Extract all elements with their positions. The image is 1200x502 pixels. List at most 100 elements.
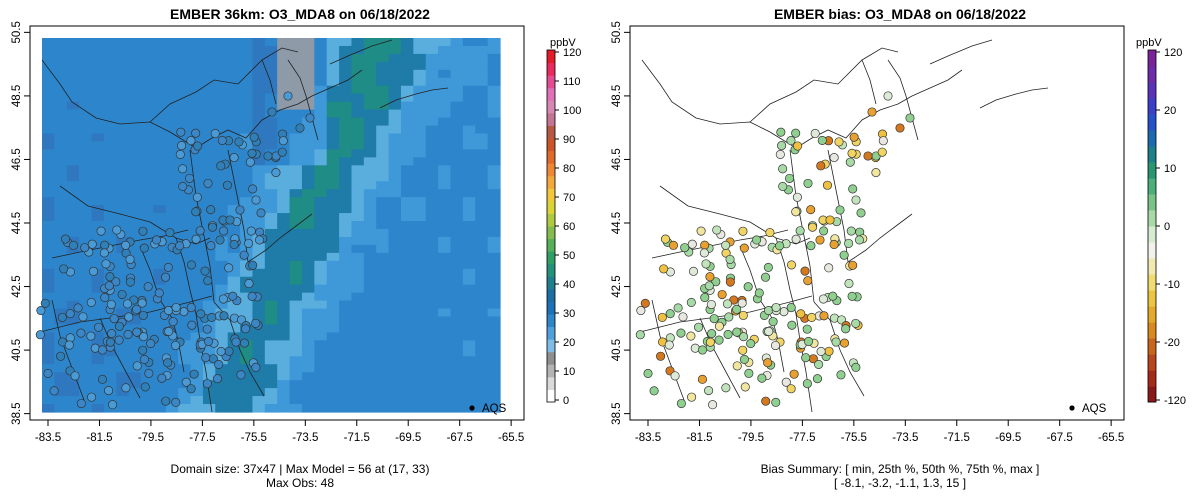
obs-point (235, 205, 245, 215)
obs-point (225, 215, 235, 225)
field-cell (425, 300, 439, 310)
bias-point (765, 227, 775, 238)
field-cell (227, 181, 241, 190)
colorbar-swatch (1148, 258, 1156, 275)
obs-point (229, 153, 239, 163)
field-cell (314, 308, 328, 318)
field-cell (475, 157, 489, 166)
field-cell (462, 308, 476, 318)
field-cell (91, 109, 105, 119)
x-tick-label: -83.5 (35, 432, 61, 444)
field-cell (66, 221, 80, 230)
field-cell (66, 61, 80, 71)
field-cell (413, 61, 427, 71)
field-cell (462, 244, 476, 254)
field-cell (314, 53, 328, 63)
field-cell (215, 372, 229, 381)
field-cell (438, 308, 452, 318)
bias-point (768, 317, 778, 327)
field-cell (277, 276, 291, 286)
bias-point (697, 374, 707, 384)
field-cell (326, 141, 340, 151)
field-cell (314, 252, 328, 262)
field-cell (54, 125, 68, 135)
field-cell (425, 109, 439, 119)
field-cell (301, 268, 315, 278)
field-cell (252, 101, 266, 111)
field-cell (66, 149, 80, 158)
field-cell (252, 69, 266, 79)
bias-point (660, 234, 671, 244)
field-cell (42, 181, 55, 190)
field-cell (202, 252, 216, 262)
field-cell (141, 213, 155, 222)
field-cell (190, 133, 204, 143)
field-cell (240, 332, 254, 341)
obs-point (215, 235, 225, 245)
field-cell (91, 221, 105, 230)
field-cell (339, 213, 353, 222)
field-cell (351, 244, 365, 254)
field-cell (450, 380, 464, 389)
field-cell (240, 77, 254, 87)
field-cell (128, 149, 142, 158)
field-cell (91, 61, 105, 71)
field-cell (116, 236, 130, 246)
bias-point (796, 309, 806, 319)
field-cell (388, 213, 402, 222)
field-cell (252, 157, 266, 166)
field-cell (339, 268, 353, 278)
field-cell (116, 205, 130, 214)
field-cell (314, 93, 328, 103)
field-cell (438, 324, 452, 334)
model-caption-line1: Domain size: 37x47 | Max Model = 56 at (… (170, 462, 430, 476)
bias-point (851, 195, 861, 205)
field-cell (153, 332, 167, 341)
obs-point (36, 305, 46, 316)
field-cell (165, 101, 179, 111)
field-cell (388, 332, 402, 341)
field-cell (413, 189, 427, 198)
field-cell (277, 173, 291, 182)
field-cell (462, 292, 476, 302)
field-cell (363, 117, 377, 127)
field-cell (438, 236, 452, 246)
field-cell (326, 197, 340, 206)
field-cell (264, 380, 278, 389)
field-cell (227, 85, 241, 95)
field-cell (376, 396, 390, 405)
field-cell (165, 133, 179, 143)
field-cell (153, 109, 167, 119)
boundary-line (749, 47, 899, 123)
field-cell (388, 149, 402, 158)
field-cell (363, 189, 377, 198)
field-cell (388, 340, 402, 349)
field-cell (400, 45, 414, 55)
bias-point (803, 336, 814, 346)
obs-point (132, 304, 142, 314)
field-cell (178, 348, 192, 357)
field-cell (141, 181, 155, 190)
field-cell (54, 276, 68, 286)
field-cell (116, 404, 130, 413)
field-cell (314, 181, 328, 190)
field-cell (264, 197, 278, 206)
field-cell (215, 181, 229, 190)
field-cell (289, 332, 303, 341)
field-cell (326, 300, 340, 310)
field-cell (314, 340, 328, 349)
field-cell (301, 149, 315, 158)
field-cell (339, 284, 353, 294)
field-cell (388, 189, 402, 198)
field-cell (128, 93, 142, 103)
obs-point (144, 368, 154, 378)
field-cell (314, 197, 328, 206)
obs-point (35, 330, 45, 340)
field-cell (314, 69, 328, 79)
field-cell (141, 308, 155, 318)
field-cell (462, 85, 476, 95)
field-cell (91, 276, 105, 286)
colorbar-swatch (547, 188, 555, 202)
field-cell (314, 388, 328, 397)
field-cell (400, 165, 414, 174)
